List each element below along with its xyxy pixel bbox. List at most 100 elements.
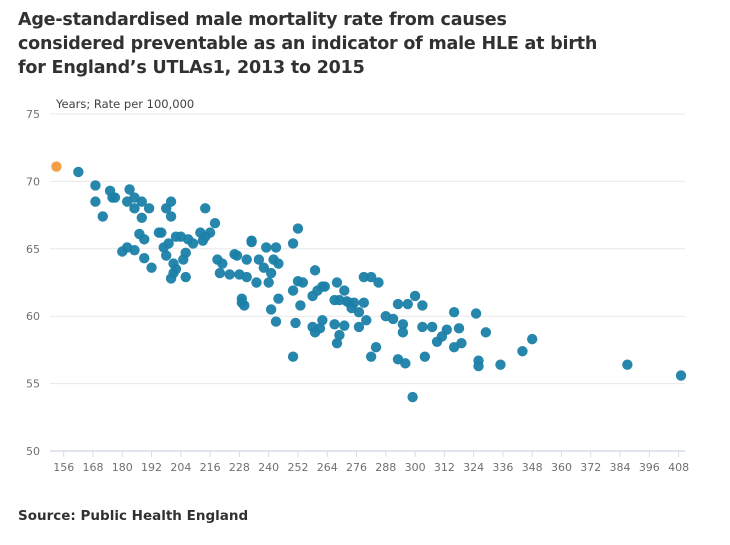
- data-point[interactable]: [297, 277, 309, 288]
- data-point[interactable]: [527, 333, 538, 345]
- data-point[interactable]: [246, 236, 257, 248]
- data-point[interactable]: [387, 313, 399, 325]
- data-point[interactable]: [331, 337, 343, 349]
- data-point[interactable]: [339, 285, 350, 296]
- data-point[interactable]: [161, 250, 172, 261]
- data-point[interactable]: [253, 254, 265, 265]
- data-point[interactable]: [90, 180, 101, 191]
- x-tick-label: 348: [522, 461, 543, 474]
- data-point[interactable]: [136, 212, 147, 223]
- data-point[interactable]: [187, 238, 199, 249]
- data-point[interactable]: [197, 235, 208, 246]
- data-point[interactable]: [136, 196, 147, 207]
- data-point[interactable]: [373, 277, 384, 288]
- data-point[interactable]: [480, 327, 492, 338]
- x-tick-label: 180: [112, 461, 133, 474]
- data-point[interactable]: [317, 315, 328, 326]
- data-point[interactable]: [470, 308, 482, 319]
- data-point[interactable]: [365, 271, 377, 283]
- data-point[interactable]: [353, 321, 365, 333]
- data-point[interactable]: [143, 203, 155, 214]
- data-point[interactable]: [97, 211, 108, 222]
- data-point[interactable]: [217, 258, 228, 269]
- data-point[interactable]: [339, 320, 350, 331]
- data-point[interactable]: [622, 359, 633, 370]
- data-point[interactable]: [124, 184, 135, 195]
- data-point[interactable]: [409, 290, 421, 302]
- data-point[interactable]: [231, 250, 243, 261]
- data-point[interactable]: [290, 317, 301, 329]
- data-point[interactable]: [261, 242, 272, 253]
- data-point[interactable]: [334, 329, 345, 341]
- data-point[interactable]: [517, 346, 528, 357]
- data-point[interactable]: [273, 293, 284, 304]
- data-point[interactable]: [129, 203, 140, 214]
- data-point[interactable]: [270, 242, 282, 253]
- data-point[interactable]: [361, 315, 372, 326]
- data-point[interactable]: [270, 316, 282, 327]
- data-point[interactable]: [109, 192, 121, 203]
- data-point[interactable]: [419, 351, 431, 362]
- data-point[interactable]: [129, 244, 140, 256]
- data-point[interactable]: [224, 269, 235, 280]
- data-point[interactable]: [402, 298, 413, 310]
- data-point[interactable]: [675, 370, 687, 381]
- data-point[interactable]: [358, 271, 370, 283]
- data-point[interactable]: [165, 211, 177, 222]
- data-point[interactable]: [319, 281, 330, 292]
- data-point[interactable]: [329, 319, 340, 330]
- data-point[interactable]: [180, 271, 191, 283]
- data-point[interactable]: [426, 321, 438, 333]
- data-point[interactable]: [265, 304, 277, 315]
- data-point[interactable]: [258, 262, 269, 273]
- data-point[interactable]: [139, 253, 150, 264]
- data-point[interactable]: [417, 321, 428, 333]
- data-point[interactable]: [239, 300, 250, 311]
- data-point[interactable]: [200, 203, 211, 214]
- data-point[interactable]: [287, 238, 299, 249]
- data-point[interactable]: [431, 336, 443, 348]
- data-point[interactable]: [161, 203, 172, 214]
- data-point[interactable]: [146, 262, 157, 273]
- data-point[interactable]: [139, 234, 150, 245]
- data-point[interactable]: [153, 227, 165, 238]
- x-tick-label: 168: [83, 461, 104, 474]
- data-point[interactable]: [331, 277, 343, 288]
- data-point[interactable]: [263, 277, 274, 288]
- data-point[interactable]: [309, 265, 321, 276]
- data-point[interactable]: [287, 285, 299, 296]
- data-point[interactable]: [370, 342, 382, 353]
- data-point[interactable]: [265, 267, 277, 279]
- data-point[interactable]: [353, 306, 365, 318]
- data-point[interactable]: [287, 351, 299, 362]
- data-point[interactable]: [273, 258, 284, 269]
- data-point[interactable]: [473, 360, 484, 372]
- data-point[interactable]: [400, 358, 411, 369]
- data-point[interactable]: [90, 196, 101, 207]
- data-point[interactable]: [397, 327, 409, 338]
- data-point[interactable]: [178, 254, 189, 265]
- data-point[interactable]: [241, 271, 252, 283]
- data-point[interactable]: [397, 319, 409, 330]
- data-point[interactable]: [241, 254, 252, 265]
- data-point[interactable]: [495, 359, 506, 370]
- data-point[interactable]: [214, 267, 226, 279]
- data-point[interactable]: [292, 223, 304, 234]
- data-point[interactable]: [295, 300, 306, 311]
- data-point[interactable]: [73, 166, 84, 178]
- data-point[interactable]: [309, 327, 321, 338]
- data-point[interactable]: [392, 298, 404, 310]
- data-point[interactable]: [407, 391, 418, 403]
- data-point[interactable]: [365, 351, 377, 362]
- data-point[interactable]: [251, 277, 262, 288]
- data-point[interactable]: [453, 323, 465, 334]
- data-point[interactable]: [417, 300, 428, 311]
- data-point[interactable]: [209, 217, 221, 229]
- data-point[interactable]: [165, 273, 177, 284]
- data-point[interactable]: [448, 306, 460, 318]
- data-point[interactable]: [448, 342, 460, 353]
- x-tick-label: 372: [580, 461, 601, 474]
- data-point[interactable]: [51, 161, 62, 172]
- data-point[interactable]: [163, 238, 174, 249]
- data-point[interactable]: [358, 297, 370, 308]
